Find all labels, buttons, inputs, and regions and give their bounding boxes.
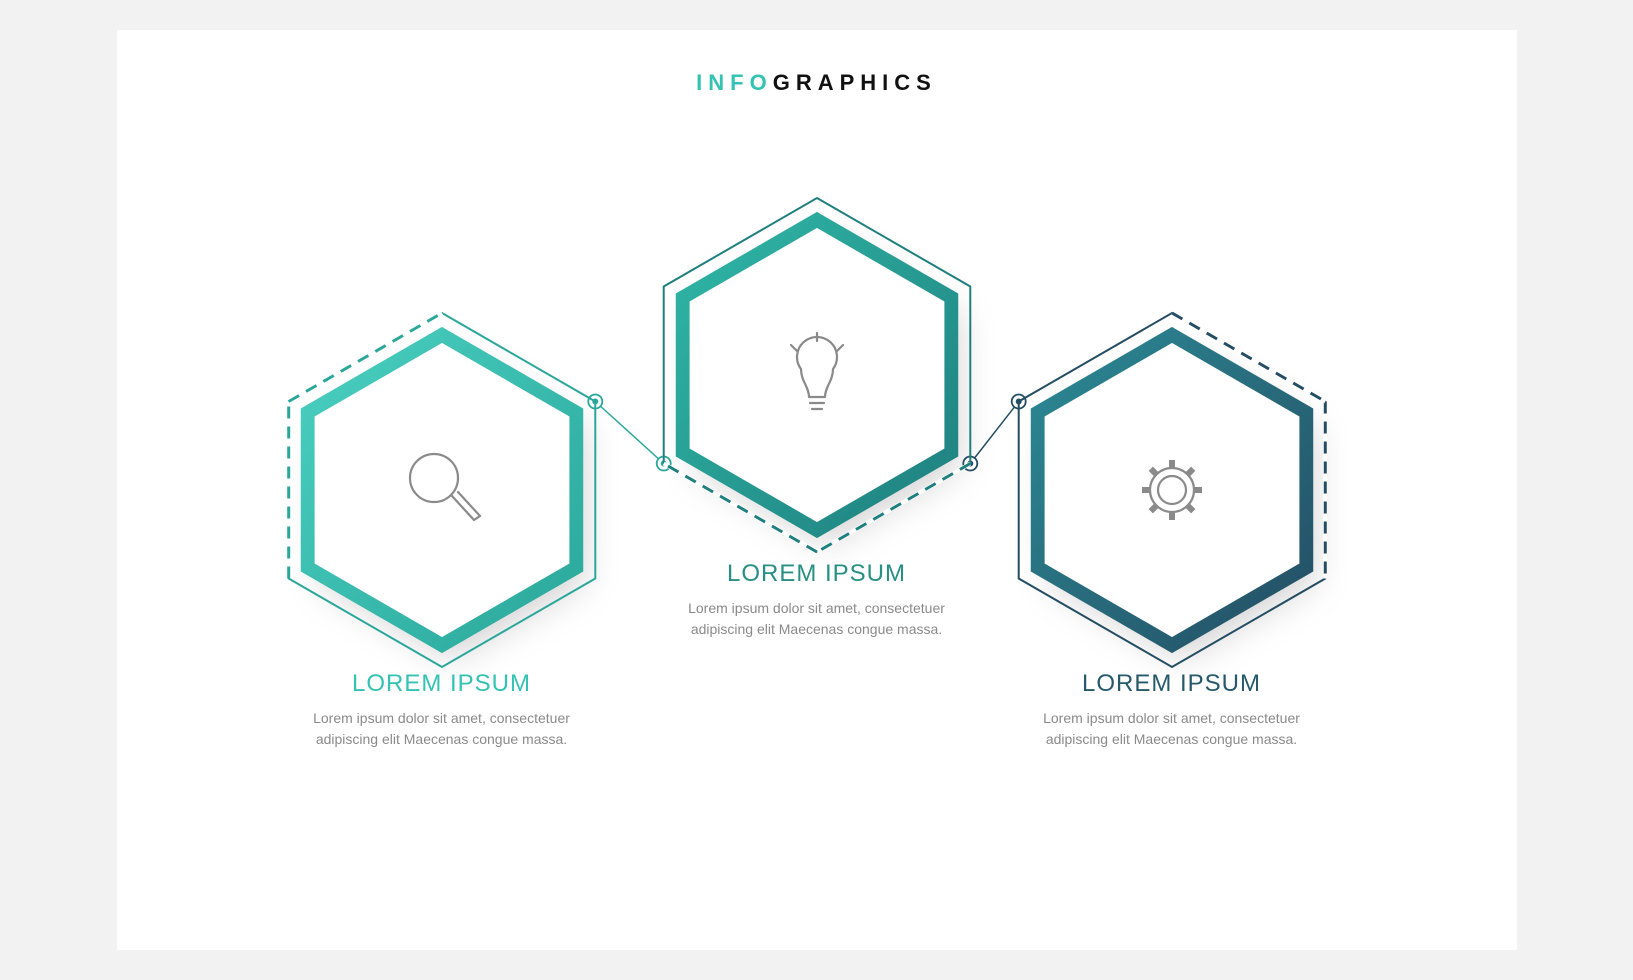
infographic-canvas: INFOGRAPHICS LOREM IPSUMLorem ipsum dolo… [117,30,1517,950]
infographic-svg [117,30,1517,950]
step-heading: LOREM IPSUM [1022,670,1322,698]
step-heading: LOREM IPSUM [292,670,592,698]
step-text-2: LOREM IPSUM Lorem ipsum dolor sit amet, c… [667,560,967,640]
step-body: Lorem ipsum dolor sit amet, consectetuer… [1022,708,1322,750]
step-body: Lorem ipsum dolor sit amet, consectetuer… [292,708,592,750]
step-text-1: LOREM IPSUM Lorem ipsum dolor sit amet, c… [292,670,592,750]
step-text-3: LOREM IPSUM Lorem ipsum dolor sit amet, c… [1022,670,1322,750]
step-body: Lorem ipsum dolor sit amet, consectetuer… [667,598,967,640]
step-heading: LOREM IPSUM [667,560,967,588]
